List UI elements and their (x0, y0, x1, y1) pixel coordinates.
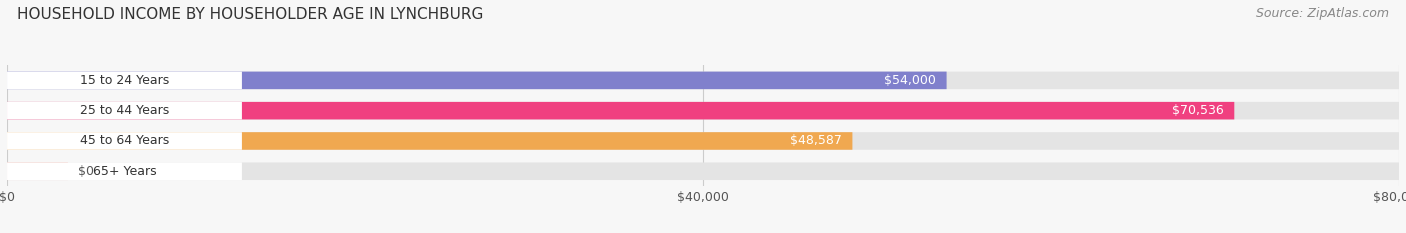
FancyBboxPatch shape (7, 132, 1399, 150)
FancyBboxPatch shape (7, 162, 242, 180)
FancyBboxPatch shape (7, 162, 67, 180)
Text: $70,536: $70,536 (1173, 104, 1223, 117)
FancyBboxPatch shape (7, 102, 242, 120)
Text: $48,587: $48,587 (790, 134, 842, 147)
FancyBboxPatch shape (7, 132, 852, 150)
FancyBboxPatch shape (7, 102, 1234, 120)
Text: 65+ Years: 65+ Years (93, 165, 156, 178)
Text: Source: ZipAtlas.com: Source: ZipAtlas.com (1256, 7, 1389, 20)
Text: 25 to 44 Years: 25 to 44 Years (80, 104, 169, 117)
FancyBboxPatch shape (7, 132, 242, 150)
Text: 45 to 64 Years: 45 to 64 Years (80, 134, 169, 147)
FancyBboxPatch shape (7, 102, 1399, 120)
Text: $0: $0 (79, 165, 94, 178)
Text: 15 to 24 Years: 15 to 24 Years (80, 74, 169, 87)
FancyBboxPatch shape (7, 72, 946, 89)
FancyBboxPatch shape (7, 162, 1399, 180)
Text: $54,000: $54,000 (884, 74, 936, 87)
FancyBboxPatch shape (7, 72, 242, 89)
FancyBboxPatch shape (7, 72, 1399, 89)
Text: HOUSEHOLD INCOME BY HOUSEHOLDER AGE IN LYNCHBURG: HOUSEHOLD INCOME BY HOUSEHOLDER AGE IN L… (17, 7, 484, 22)
